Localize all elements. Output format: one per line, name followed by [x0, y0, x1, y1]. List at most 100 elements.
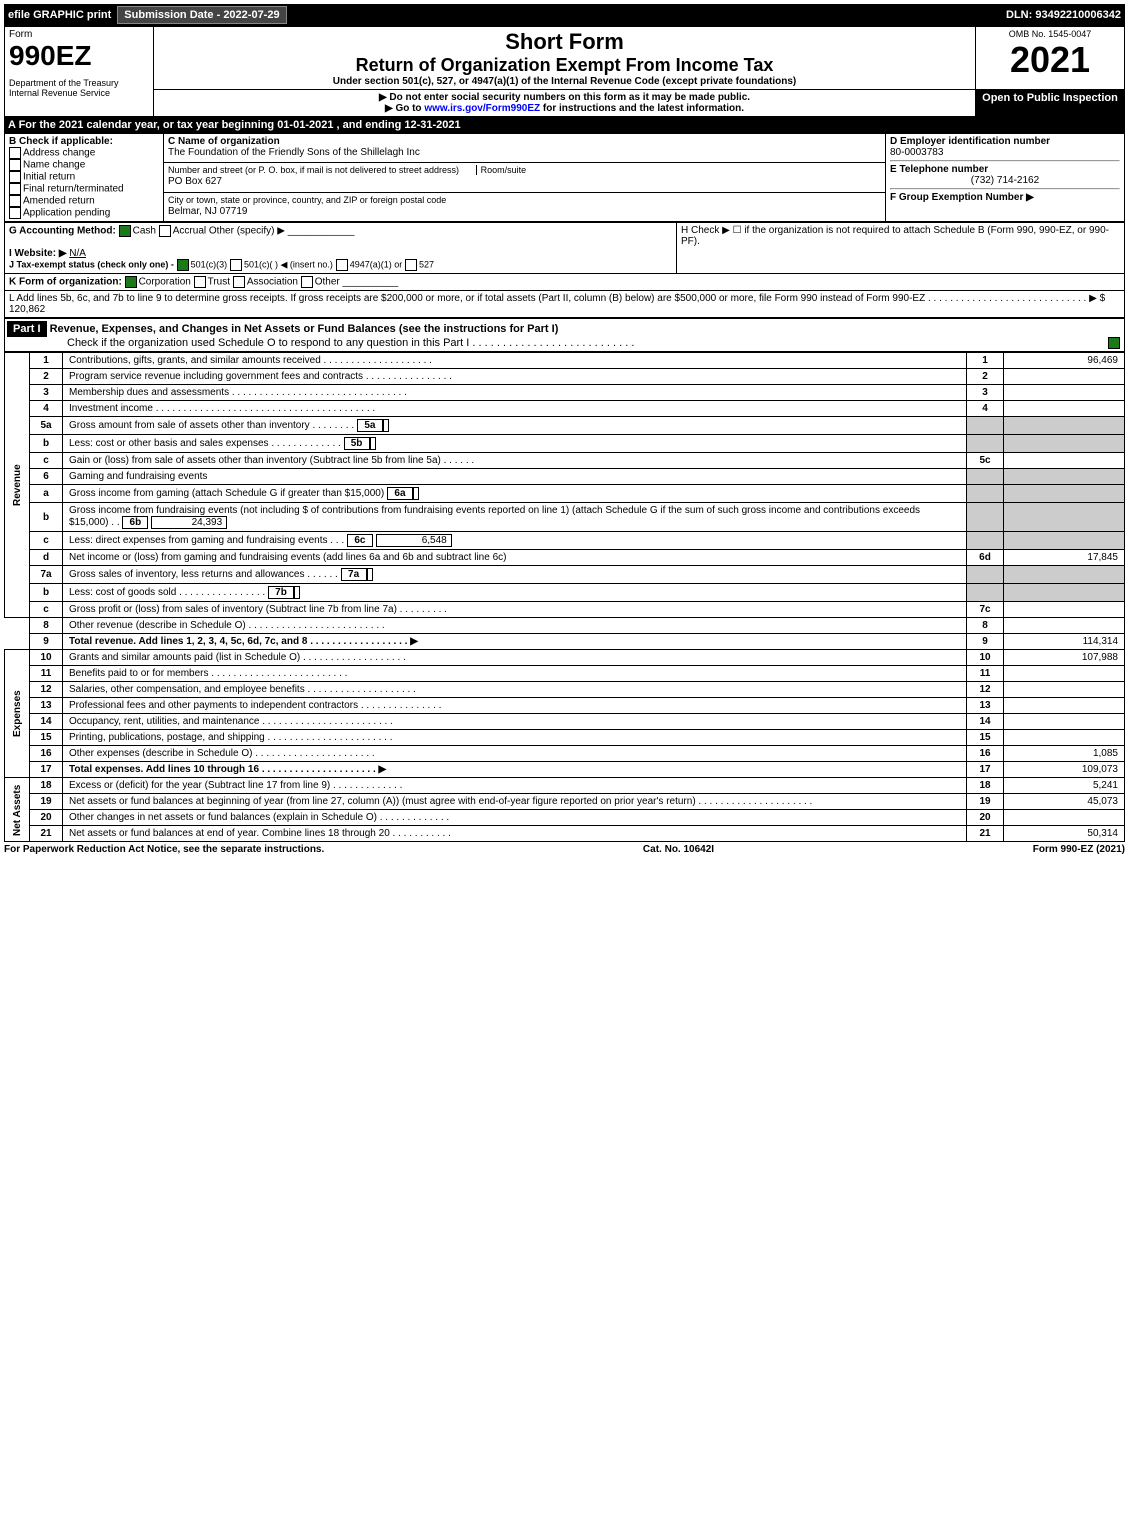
line-17-amount: 109,073	[1004, 762, 1125, 778]
line-7c-label: Gross profit or (loss) from sales of inv…	[63, 602, 967, 618]
line-5b-label: Less: cost or other basis and sales expe…	[69, 438, 341, 449]
open-to-public: Open to Public Inspection	[976, 90, 1125, 117]
go-to-label: ▶ Go to www.irs.gov/Form990EZ for instru…	[158, 103, 971, 114]
room-label: Room/suite	[476, 165, 527, 175]
line-3-amount	[1004, 385, 1125, 401]
line-7a-label: Gross sales of inventory, less returns a…	[69, 569, 338, 580]
line-11-label: Benefits paid to or for members . . . . …	[63, 666, 967, 682]
checkbox-accrual[interactable]	[159, 225, 171, 237]
line-16-amount: 1,085	[1004, 746, 1125, 762]
line-7a-sub-amount	[367, 568, 373, 581]
d-label: D Employer identification number	[890, 136, 1050, 147]
f-label: F Group Exemption Number ▶	[890, 192, 1034, 203]
line-6a-sub-amount	[413, 487, 419, 500]
header-table: Form 990EZ Department of the Treasury In…	[4, 26, 1125, 117]
line-6d-amount: 17,845	[1004, 550, 1125, 566]
i-label: I Website: ▶	[9, 248, 67, 259]
line-20-amount	[1004, 810, 1125, 826]
j-4947: 4947(a)(1) or	[350, 260, 403, 270]
short-form-title: Short Form	[158, 29, 971, 55]
opt-name-change: Name change	[23, 160, 85, 171]
checkbox-527[interactable]	[405, 259, 417, 271]
footer: For Paperwork Reduction Act Notice, see …	[4, 842, 1125, 857]
line-6c-sub-amount: 6,548	[376, 534, 452, 547]
top-bar: efile GRAPHIC print Submission Date - 20…	[4, 4, 1125, 26]
k-label: K Form of organization:	[9, 277, 122, 288]
tax-year: 2021	[980, 39, 1120, 81]
checkbox-cash[interactable]	[119, 225, 131, 237]
line-10-label: Grants and similar amounts paid (list in…	[63, 650, 967, 666]
checkbox-address-change[interactable]	[9, 147, 21, 159]
line-2-amount	[1004, 369, 1125, 385]
line-3-label: Membership dues and assessments . . . . …	[63, 385, 967, 401]
cat-no: Cat. No. 10642I	[643, 844, 714, 855]
line-15-amount	[1004, 730, 1125, 746]
line-9-label: Total revenue. Add lines 1, 2, 3, 4, 5c,…	[63, 634, 967, 650]
city-label: City or town, state or province, country…	[168, 195, 446, 205]
line-13-amount	[1004, 698, 1125, 714]
line-17-label: Total expenses. Add lines 10 through 16 …	[63, 762, 967, 778]
line-6-label: Gaming and fundraising events	[63, 469, 967, 485]
checkbox-501c[interactable]	[230, 259, 242, 271]
form-number: 990EZ	[9, 40, 149, 72]
line-6a-sub: 6a	[387, 487, 413, 500]
e-label: E Telephone number	[890, 164, 988, 175]
checkbox-name-change[interactable]	[9, 159, 21, 171]
line-a: A For the 2021 calendar year, or tax yea…	[4, 117, 1125, 133]
line-7b-sub-amount	[294, 586, 300, 599]
checkbox-other[interactable]	[301, 276, 313, 288]
checkbox-final-return[interactable]	[9, 183, 21, 195]
checkbox-application-pending[interactable]	[9, 207, 21, 219]
line-5a-label: Gross amount from sale of assets other t…	[69, 420, 354, 431]
opt-address-change: Address change	[23, 148, 95, 159]
line-7b-sub: 7b	[268, 586, 294, 599]
line-7c-amount	[1004, 602, 1125, 618]
line-12-amount	[1004, 682, 1125, 698]
line-15-label: Printing, publications, postage, and shi…	[63, 730, 967, 746]
do-not-enter: ▶ Do not enter social security numbers o…	[158, 92, 971, 103]
checkbox-501c3[interactable]	[177, 259, 189, 271]
line-1-label: Contributions, gifts, grants, and simila…	[63, 353, 967, 369]
line-10-amount: 107,988	[1004, 650, 1125, 666]
checkbox-amended-return[interactable]	[9, 195, 21, 207]
g-other: Other (specify) ▶	[209, 226, 285, 237]
k-other: Other	[315, 277, 340, 288]
h-text: H Check ▶ ☐ if the organization is not r…	[681, 225, 1109, 247]
checkbox-initial-return[interactable]	[9, 171, 21, 183]
checkbox-schedule-o[interactable]	[1108, 337, 1120, 349]
line-19-label: Net assets or fund balances at beginning…	[63, 794, 967, 810]
line-4-label: Investment income . . . . . . . . . . . …	[63, 401, 967, 417]
line-6b-sub-amount: 24,393	[151, 516, 227, 529]
line-7b-label: Less: cost of goods sold . . . . . . . .…	[69, 587, 265, 598]
j-501c3: 501(c)(3)	[191, 260, 228, 270]
line-4-amount	[1004, 401, 1125, 417]
checkbox-corporation[interactable]	[125, 276, 137, 288]
form-word: Form	[9, 29, 149, 40]
checkbox-trust[interactable]	[194, 276, 206, 288]
form-ref: Form 990-EZ (2021)	[1033, 844, 1125, 855]
ein-value: 80-0003783	[890, 147, 943, 158]
j-527: 527	[419, 260, 434, 270]
irs-link[interactable]: www.irs.gov/Form990EZ	[424, 103, 540, 114]
line-21-label: Net assets or fund balances at end of ye…	[63, 826, 967, 842]
line-8-label: Other revenue (describe in Schedule O) .…	[63, 618, 967, 634]
line-18-amount: 5,241	[1004, 778, 1125, 794]
line-21-amount: 50,314	[1004, 826, 1125, 842]
street-label: Number and street (or P. O. box, if mail…	[168, 165, 459, 175]
b-label: B Check if applicable:	[9, 136, 113, 147]
line-1-ref: 1	[967, 353, 1004, 369]
line-14-label: Occupancy, rent, utilities, and maintena…	[63, 714, 967, 730]
opt-initial-return: Initial return	[23, 172, 75, 183]
checkbox-association[interactable]	[233, 276, 245, 288]
line-1-amount: 96,469	[1004, 353, 1125, 369]
line-6a-label: Gross income from gaming (attach Schedul…	[69, 488, 384, 499]
line-14-amount	[1004, 714, 1125, 730]
line-5c-amount	[1004, 453, 1125, 469]
k-assoc: Association	[247, 277, 298, 288]
part1-header-row: Part I Revenue, Expenses, and Changes in…	[4, 318, 1125, 352]
line-1-num: 1	[30, 353, 63, 369]
checkbox-4947[interactable]	[336, 259, 348, 271]
c-label: C Name of organization	[168, 136, 280, 147]
line-5c-label: Gain or (loss) from sale of assets other…	[63, 453, 967, 469]
j-label: J Tax-exempt status (check only one) -	[9, 260, 174, 270]
